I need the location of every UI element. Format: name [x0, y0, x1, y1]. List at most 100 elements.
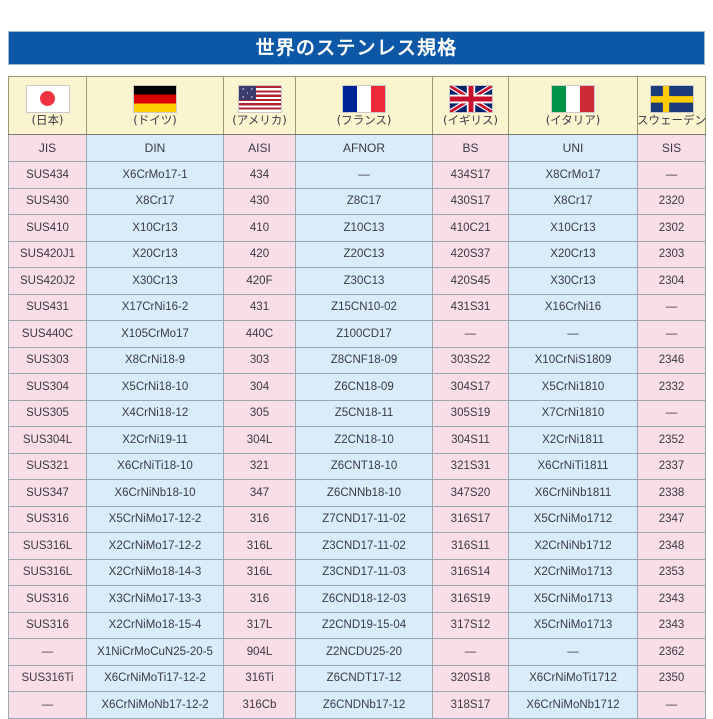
table-cell: Z3CND17-11-02 [295, 532, 433, 560]
table-cell: Z100CD17 [295, 320, 433, 348]
table-row: SUS420J1 X20Cr13 420 Z20C13 420S37 X20Cr13 230… [8, 240, 706, 268]
table-cell: X2CrNiMo18-15-4 [86, 611, 224, 639]
page-title: 世界のステンレス規格 [255, 36, 458, 59]
table-cell: Z6CNDT17-12 [295, 664, 433, 692]
table-cell: — [508, 638, 638, 666]
table-cell: — [432, 638, 509, 666]
table-cell: 410 [223, 214, 296, 242]
table-cell: Z6CN18-09 [295, 373, 433, 401]
table-row: SUS316 X5CrNiMo17-12-2 316 Z7CND17-11-02 316… [8, 505, 706, 533]
standard-name-header: DIN [86, 134, 224, 162]
table-cell: 420S37 [432, 240, 509, 268]
table-cell: X2CrNiMo18-14-3 [86, 558, 224, 586]
table-cell: SUS434 [8, 161, 87, 189]
table-cell: Z6CNNb18-10 [295, 479, 433, 507]
standard-name-header: BS [432, 134, 509, 162]
table-cell: X5CrNiMo1713 [508, 611, 638, 639]
flag-sweden-icon [649, 84, 694, 113]
table-cell: — [432, 320, 509, 348]
country-label: (イタリア) [545, 112, 601, 127]
table-cell: SUS316L [8, 558, 87, 586]
standard-name-header: UNI [508, 134, 638, 162]
table-cell: 317L [223, 611, 296, 639]
standard-name-header: JIS [8, 134, 87, 162]
table-cell: 2304 [637, 267, 706, 295]
table-cell: Z7CND17-11-02 [295, 505, 433, 533]
table-cell: X20Cr13 [86, 240, 224, 268]
table-cell: X30Cr13 [86, 267, 224, 295]
table-cell: 304S11 [432, 426, 509, 454]
table-cell: SUS304L [8, 426, 87, 454]
table-cell: 304L [223, 426, 296, 454]
table-row: SUS316Ti X6CrNiMoTi17-12-2 316Ti Z6CNDT17-1… [8, 664, 706, 692]
table-cell: X6CrNiTi1811 [508, 452, 638, 480]
table-cell: X6CrNiMoTi1712 [508, 664, 638, 692]
table-cell: 2338 [637, 479, 706, 507]
table-cell: X4CrNi18-12 [86, 399, 224, 427]
table-row: SUS347 X6CrNiNb18-10 347 Z6CNNb18-10 347S20 X… [8, 479, 706, 507]
flag-japan-icon [25, 84, 70, 113]
table-cell: 2337 [637, 452, 706, 480]
flag-france-icon [342, 84, 386, 113]
table-cell: X8Cr17 [508, 187, 638, 215]
table-cell: 2346 [637, 346, 706, 374]
table-cell: X2CrNi1811 [508, 426, 638, 454]
table-cell: X17CrNi16-2 [86, 293, 224, 321]
flag-header-cell: (フランス) [295, 76, 433, 135]
table-row: SUS431 X17CrNi16-2 431 Z15CN10-02 431S31 X16C… [8, 293, 706, 321]
table-cell: 316S17 [432, 505, 509, 533]
table-cell: 420F [223, 267, 296, 295]
table-cell: X2CrNi19-11 [86, 426, 224, 454]
table-cell: SUS316Ti [8, 664, 87, 692]
table-cell: 430S17 [432, 187, 509, 215]
table-cell: Z6CND18-12-03 [295, 585, 433, 613]
table-cell: X10Cr13 [86, 214, 224, 242]
table-cell: SUS420J2 [8, 267, 87, 295]
country-label: (フランス) [336, 112, 392, 127]
table-cell: SUS316 [8, 585, 87, 613]
table-cell: 410C21 [432, 214, 509, 242]
table-row: SUS316 X2CrNiMo18-15-4 317L Z2CND19-15-04 31… [8, 611, 706, 639]
table-cell: Z2CND19-15-04 [295, 611, 433, 639]
table-cell: 430 [223, 187, 296, 215]
table-cell: SUS316 [8, 611, 87, 639]
flag-header-cell: (イギリス) [432, 76, 509, 135]
table-cell: 320S18 [432, 664, 509, 692]
table-cell: 434S17 [432, 161, 509, 189]
table-cell: 316S19 [432, 585, 509, 613]
flag-germany-icon [133, 84, 177, 113]
standard-name-header: SIS [637, 134, 706, 162]
table-cell: Z15CN10-02 [295, 293, 433, 321]
table-cell: X6CrMo17-1 [86, 161, 224, 189]
table-cell: X6CrNiNb1811 [508, 479, 638, 507]
table-cell: X30Cr13 [508, 267, 638, 295]
table-cell: SUS347 [8, 479, 87, 507]
table-cell: 420 [223, 240, 296, 268]
table-row: SUS430 X8Cr17 430 Z8C17 430S17 X8Cr17 2320 [8, 187, 706, 215]
table-cell: X2CrNiNb1712 [508, 532, 638, 560]
country-label: (日本) [31, 112, 64, 127]
table-cell: 2343 [637, 585, 706, 613]
table-cell: SUS303 [8, 346, 87, 374]
table-cell: X8CrNi18-9 [86, 346, 224, 374]
country-label: (ドイツ) [133, 112, 177, 127]
table-cell: X6CrNiMoNb1712 [508, 691, 638, 719]
flag-header-cell: (ドイツ) [86, 76, 224, 135]
table-cell: X6CrNiMoTi17-12-2 [86, 664, 224, 692]
table-cell: X2CrNiMo1713 [508, 558, 638, 586]
table-row: SUS434 X6CrMo17-1 434—434S17 X8CrMo17— [8, 161, 706, 189]
table-cell: X10Cr13 [508, 214, 638, 242]
flag-header-cell: (イタリア) [508, 76, 638, 135]
table-cell: X8CrMo17 [508, 161, 638, 189]
table-cell: SUS430 [8, 187, 87, 215]
table-cell: X5CrNi1810 [508, 373, 638, 401]
table-row: SUS420J2 X30Cr13 420F Z30C13 420S45 X30Cr13 23… [8, 267, 706, 295]
table-cell: X105CrMo17 [86, 320, 224, 348]
table-cell: Z3CND17-11-03 [295, 558, 433, 586]
table-cell: 347 [223, 479, 296, 507]
table-cell: X6CrNiMoNb17-12-2 [86, 691, 224, 719]
table-cell: 2332 [637, 373, 706, 401]
table-cell: 305 [223, 399, 296, 427]
table-cell: — [508, 320, 638, 348]
table-cell: Z8C17 [295, 187, 433, 215]
